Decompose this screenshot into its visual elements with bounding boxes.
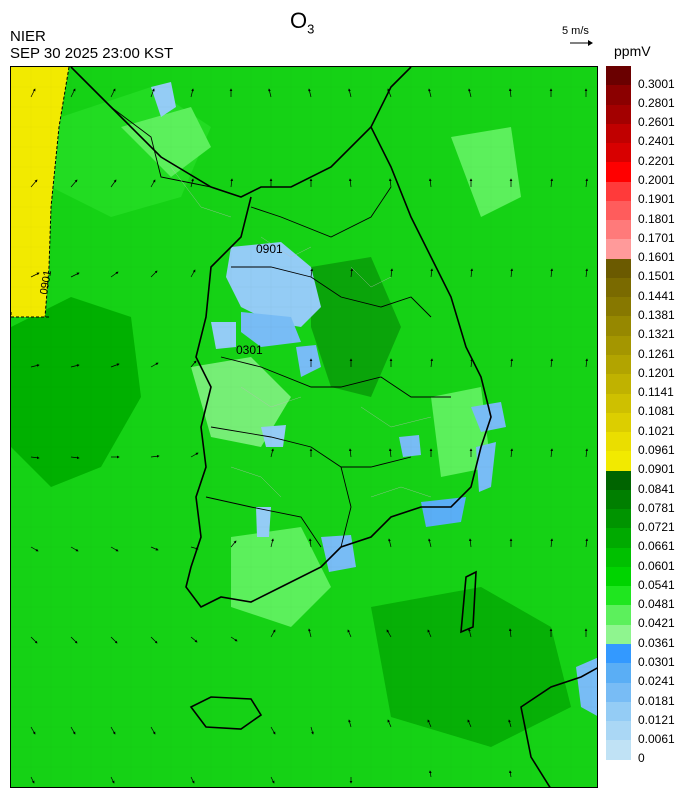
colorbar-swatch xyxy=(606,643,631,664)
colorbar-label: 0.1701 xyxy=(638,230,675,245)
colorbar-label: 0.0961 xyxy=(638,442,675,457)
colorbar-label: 0.0601 xyxy=(638,558,675,573)
colorbar-swatch xyxy=(606,509,631,529)
colorbar-swatch xyxy=(606,123,631,144)
colorbar-swatch xyxy=(606,181,631,201)
colorbar-label: 0.1901 xyxy=(638,192,675,207)
colorbar-label: 0.0661 xyxy=(638,539,675,554)
colorbar-label: 0.1441 xyxy=(638,288,675,303)
colorbar-swatch xyxy=(606,547,631,567)
colorbar-label: 0.1261 xyxy=(638,346,675,361)
colorbar-label: 0.0841 xyxy=(638,481,675,496)
colorbar-swatch xyxy=(606,277,631,298)
colorbar-swatch xyxy=(606,586,631,606)
wind-scale-label: 5 m/s xyxy=(562,25,589,37)
colorbar-label: 0.0421 xyxy=(638,616,675,631)
colorbar-swatch xyxy=(606,721,631,741)
contour-label: 0901 xyxy=(38,269,54,295)
colorbar-label: 0.0541 xyxy=(638,577,675,592)
colorbar-swatch xyxy=(606,220,631,240)
colorbar-swatch xyxy=(606,566,631,587)
colorbar-swatch xyxy=(606,489,631,510)
colorbar xyxy=(606,66,631,760)
colorbar-label: 0.2801 xyxy=(638,95,675,110)
chart-title: O3 xyxy=(290,8,315,37)
colorbar-label: 0.1141 xyxy=(638,385,674,400)
colorbar-swatch xyxy=(606,200,631,221)
colorbar-swatch xyxy=(606,624,631,644)
colorbar-swatch xyxy=(606,297,631,317)
contour-label: 0301 xyxy=(236,343,263,357)
colorbar-swatch xyxy=(606,66,631,86)
colorbar-swatch xyxy=(606,354,631,375)
colorbar-label: 0.0481 xyxy=(638,597,675,612)
colorbar-swatch xyxy=(606,85,631,105)
organization-label: NIER xyxy=(10,28,46,45)
unit-label: ppmV xyxy=(614,43,651,59)
colorbar-label: 0.1021 xyxy=(638,423,675,438)
colorbar-label: 0.0361 xyxy=(638,635,675,650)
colorbar-swatch xyxy=(606,143,631,163)
colorbar-label: 0.0061 xyxy=(638,732,675,747)
colorbar-swatch xyxy=(606,335,631,355)
colorbar-label: 0.1201 xyxy=(638,365,675,380)
colorbar-label: 0.0901 xyxy=(638,462,675,477)
colorbar-swatch xyxy=(606,393,631,413)
colorbar-swatch xyxy=(606,432,631,452)
colorbar-swatch xyxy=(606,701,631,722)
colorbar-swatch xyxy=(606,663,631,683)
colorbar-swatch xyxy=(606,451,631,471)
timestamp-label: SEP 30 2025 23:00 KST xyxy=(10,45,174,62)
contour-label: 0901 xyxy=(256,242,283,256)
colorbar-label: 0.0781 xyxy=(638,500,675,515)
colorbar-swatch xyxy=(606,162,631,182)
colorbar-label: 0.2401 xyxy=(638,134,675,149)
colorbar-label: 0.2201 xyxy=(638,153,675,168)
district-boundary xyxy=(170,166,432,498)
colorbar-label: 0.2001 xyxy=(638,173,675,188)
colorbar-swatch xyxy=(606,740,631,760)
colorbar-label: 0.2601 xyxy=(638,115,675,130)
colorbar-swatch xyxy=(606,239,631,259)
colorbar-swatch xyxy=(606,258,631,278)
colorbar-label: 0.0121 xyxy=(638,712,675,727)
colorbar-swatch xyxy=(606,528,631,548)
colorbar-label: 0.0721 xyxy=(638,520,675,535)
wind-scale-arrow-icon xyxy=(570,40,593,46)
colorbar-label: 0.1381 xyxy=(638,308,675,322)
colorbar-label: 0.3001 xyxy=(638,76,675,91)
wind-vectors xyxy=(30,88,589,784)
colorbar-label: 0.1601 xyxy=(638,250,675,265)
colorbar-swatch xyxy=(606,470,631,490)
map-canvas: 0901 0301 0901 xyxy=(11,67,597,787)
colorbar-swatch xyxy=(606,316,631,336)
colorbar-label: 0.1501 xyxy=(638,269,675,284)
colorbar-label: 0.1801 xyxy=(638,211,675,226)
colorbar-label: 0.0301 xyxy=(638,655,675,670)
colorbar-swatch xyxy=(606,374,631,394)
colorbar-label: 0.1081 xyxy=(638,404,675,419)
colorbar-label: 0.1321 xyxy=(638,327,675,342)
colorbar-label: 0 xyxy=(638,751,645,766)
coastline xyxy=(70,67,597,787)
colorbar-swatch xyxy=(606,605,631,625)
colorbar-label: 0.0181 xyxy=(638,693,675,708)
colorbar-swatch xyxy=(606,682,631,702)
ozone-map: 0901 0301 0901 xyxy=(10,66,598,788)
colorbar-swatch xyxy=(606,104,631,124)
colorbar-label: 0.0241 xyxy=(638,674,675,689)
colorbar-swatch xyxy=(606,412,631,433)
province-boundary xyxy=(110,106,451,548)
